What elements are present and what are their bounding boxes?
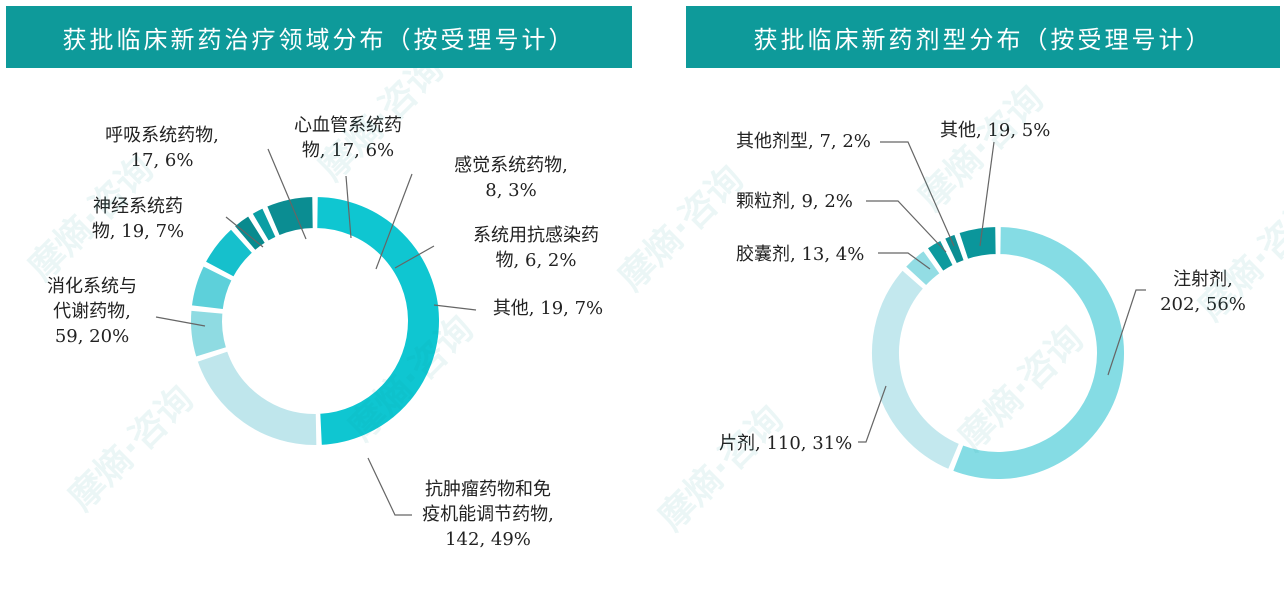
dosage-form-donut-chart: 注射剂, 202, 56% 片剂, 110, 31% 胶囊剂, 13, 4% 颗粒剂, … [719,120,1246,481]
data-label-3: 呼吸系统药物, 17, 6% [105,125,219,171]
data-label-line: 142, 49% [445,529,531,550]
leader-line-0 [1107,289,1146,376]
therapeutic-area-panel: 获批临床新药治疗领域分布（按受理号计） 抗肿瘤药物和免疫机能调节药物, 142, … [0,0,640,591]
leader-line-5 [979,141,995,247]
data-label-line: 其他剂型, 7, 2% [736,131,871,152]
leader-line-2 [225,216,264,248]
leader-line-3 [267,148,307,240]
leader-line-1 [858,385,887,443]
data-label-1: 消化系统与代谢药物, 59, 20% [47,276,137,347]
data-label-5: 其他, 19, 5% [940,120,1050,141]
data-label-line: 202, 56% [1160,294,1246,315]
data-label-line: 物, 19, 7% [92,221,184,242]
donut-slice-7 [264,194,315,238]
data-label-0: 抗肿瘤药物和免疫机能调节药物, 142, 49% [422,479,554,550]
data-label-line: 感觉系统药物, [454,155,568,176]
data-label-line: 8, 3% [485,180,536,201]
data-label-line: 注射剂, [1173,269,1233,290]
leader-line-4 [880,141,955,247]
data-label-line: 代谢药物, [53,301,131,322]
data-label-line: 消化系统与 [47,276,137,297]
data-label-3: 颗粒剂, 9, 2% [736,191,853,212]
data-label-5: 感觉系统药物, 8, 3% [454,155,568,201]
chart-title: 获批临床新药剂型分布（按受理号计） [686,6,1280,68]
data-label-line: 物, 17, 6% [302,140,394,161]
data-label-line: 呼吸系统药物, [105,125,219,146]
leader-line-0 [367,457,412,516]
data-label-6: 系统用抗感染药物, 6, 2% [473,225,599,271]
leader-line-1 [155,316,206,327]
chart-title: 获批临床新药治疗领域分布（按受理号计） [6,6,632,68]
data-label-1: 片剂, 110, 31% [719,433,852,454]
data-labels: 注射剂, 202, 56% 片剂, 110, 31% 胶囊剂, 13, 4% 颗粒剂, … [719,120,1246,454]
donut-slices [189,194,441,447]
donut-slices [870,224,1126,481]
donut-slice-4 [203,226,255,280]
data-label-2: 神经系统药物, 19, 7% [92,196,184,242]
data-label-line: 其他, 19, 5% [940,120,1050,141]
therapeutic-area-donut-chart: 抗肿瘤药物和免疫机能调节药物, 142, 49% 消化系统与代谢药物, 59, 20%… [47,115,603,550]
data-label-line: 颗粒剂, 9, 2% [736,191,853,212]
leader-line-6 [394,245,435,269]
data-label-7: 其他, 19, 7% [493,298,603,319]
data-label-line: 神经系统药 [93,196,183,217]
data-label-line: 59, 20% [55,326,129,347]
leader-line-5 [375,173,413,270]
leader-lines [155,148,477,516]
leader-lines [858,141,1146,443]
data-labels: 抗肿瘤药物和免疫机能调节药物, 142, 49% 消化系统与代谢药物, 59, 20%… [47,115,603,550]
leader-line-4 [345,175,352,239]
donut-slice-2 [189,308,229,359]
donut-slice-0 [950,224,1126,481]
donut-slice-5 [957,224,998,262]
data-label-line: 胶囊剂, 13, 4% [736,244,864,265]
data-label-0: 注射剂, 202, 56% [1160,269,1246,315]
donut-slice-0 [315,194,441,447]
data-label-line: 其他, 19, 7% [493,298,603,319]
donut-slice-3 [189,263,234,312]
data-label-line: 片剂, 110, 31% [719,433,852,454]
donut-slice-6 [250,206,278,244]
donut-slice-4 [942,232,967,266]
data-label-2: 胶囊剂, 13, 4% [736,244,864,265]
data-label-line: 疫机能调节药物, [422,504,554,525]
donut-slice-3 [925,238,956,274]
donut-slice-2 [903,248,943,288]
leader-line-2 [878,252,931,270]
data-label-line: 抗肿瘤药物和免 [425,479,551,500]
data-label-line: 系统用抗感染药 [473,225,599,246]
leader-line-3 [866,200,947,253]
donut-slice-1 [195,349,319,447]
data-label-line: 17, 6% [131,150,194,171]
donut-slice-1 [870,267,962,472]
data-label-4: 心血管系统药物, 17, 6% [294,115,402,161]
dosage-form-panel: 获批临床新药剂型分布（按受理号计） 注射剂, 202, 56% 片剂, 110, 3… [640,0,1284,591]
data-label-4: 其他剂型, 7, 2% [736,131,871,152]
leader-line-7 [433,304,477,311]
data-label-line: 心血管系统药 [294,115,402,136]
data-label-line: 物, 6, 2% [496,250,577,271]
